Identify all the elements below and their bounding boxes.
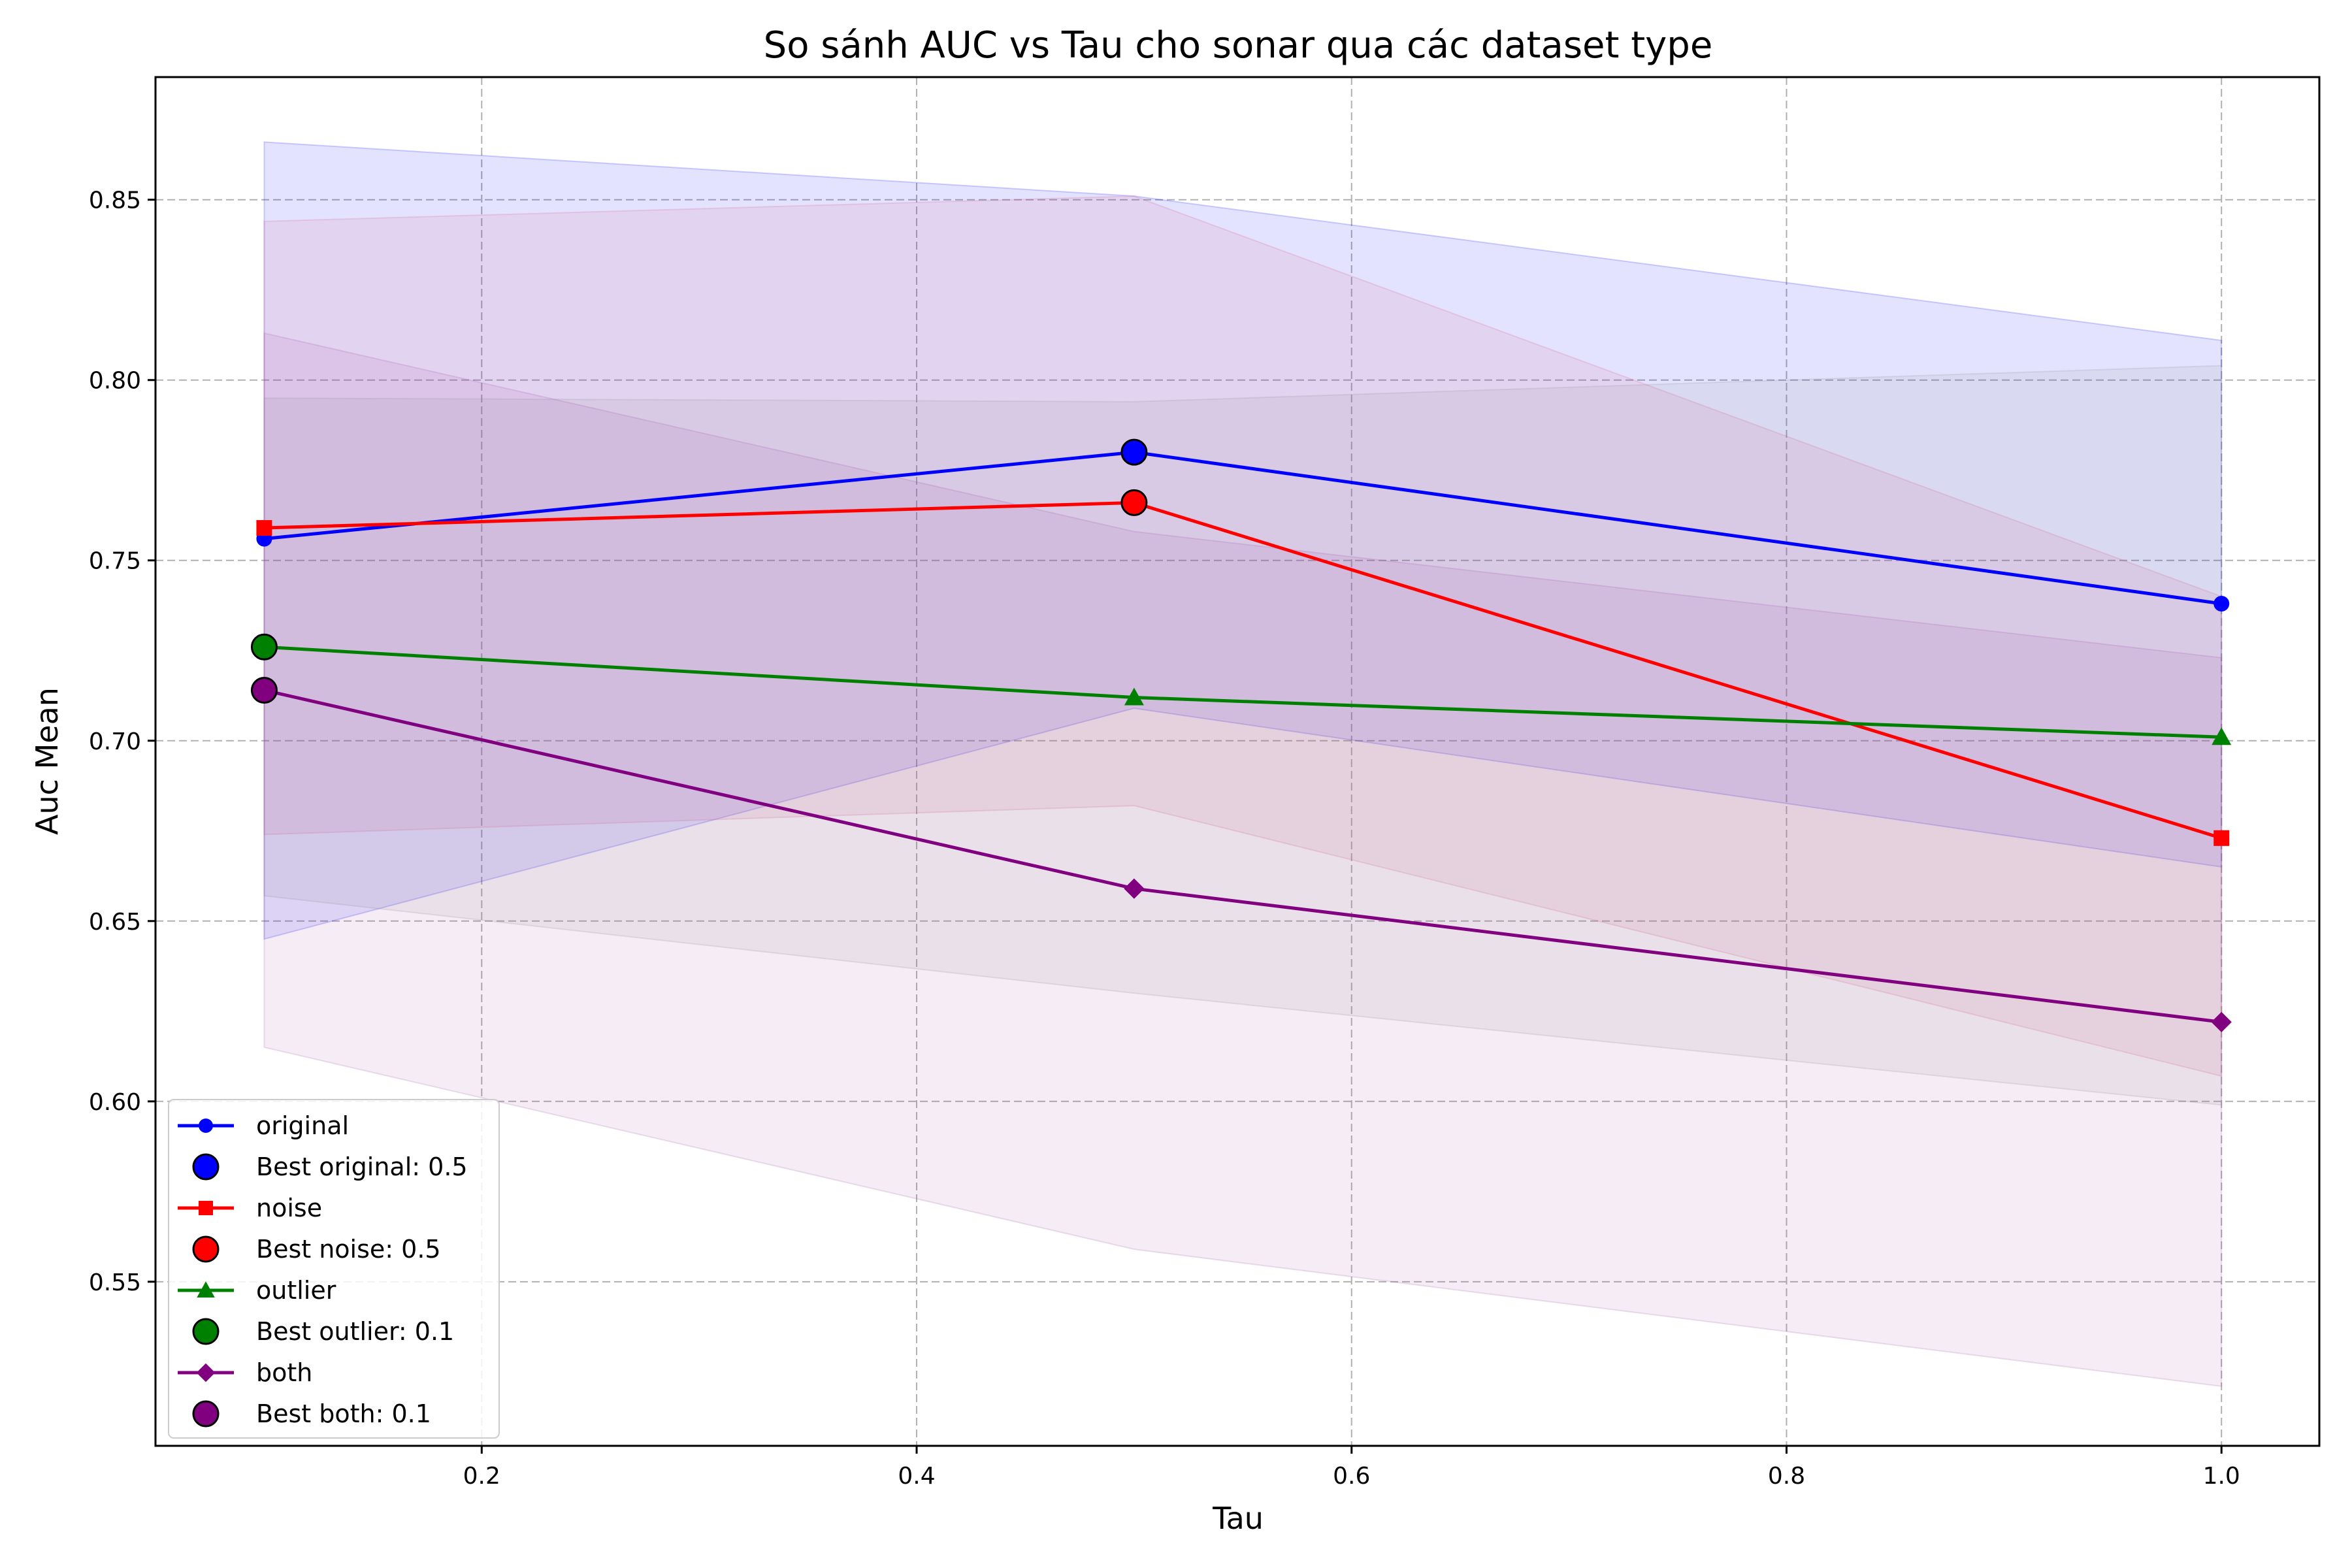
outlier-legend-label: outlier <box>256 1276 336 1305</box>
both-legend-label: both <box>256 1358 312 1387</box>
outlier-point <box>1124 687 1144 706</box>
noise-legend-marker <box>199 1201 213 1215</box>
noise-legend-best-marker <box>192 1235 220 1263</box>
y-tick-label: 0.55 <box>89 1269 141 1296</box>
y-tick-label: 0.70 <box>89 728 141 755</box>
both-legend-best-marker <box>192 1400 220 1428</box>
noise-legend-label: noise <box>256 1194 322 1222</box>
original-legend-best-marker <box>192 1153 220 1181</box>
both-point <box>2211 1011 2232 1032</box>
both-band <box>263 332 2223 1388</box>
outlier-band <box>263 365 2223 1106</box>
x-tick-label: 0.2 <box>463 1463 500 1490</box>
original-legend-best-label: Best original: 0.5 <box>256 1152 468 1181</box>
noise-band <box>263 195 2223 1077</box>
outlier-best-marker <box>250 633 278 661</box>
x-tick-label: 1.0 <box>2203 1463 2240 1490</box>
noise-legend-best-label: Best noise: 0.5 <box>256 1235 441 1264</box>
both-best-marker <box>250 676 278 704</box>
best-markers <box>250 438 1148 704</box>
noise-best-marker <box>1120 489 1148 516</box>
grid <box>155 77 2319 1446</box>
outlier-legend-best-label: Best outlier: 0.1 <box>256 1317 454 1346</box>
outlier-point <box>2212 727 2232 745</box>
y-tick-label: 0.75 <box>89 548 141 575</box>
legend: original Best original: 0.5 noise Best nois… <box>168 1099 500 1439</box>
both-legend-best-label: Best both: 0.1 <box>256 1399 431 1428</box>
original-legend-marker <box>199 1119 213 1133</box>
y-tick-label: 0.80 <box>89 368 141 395</box>
outlier-legend-marker <box>197 1281 215 1298</box>
outlier-legend-best-marker <box>192 1318 220 1345</box>
x-tick-label: 0.4 <box>898 1463 935 1490</box>
original-point <box>2213 595 2230 612</box>
legend-box <box>168 1099 500 1439</box>
x-tick-label: 0.6 <box>1333 1463 1370 1490</box>
y-tick-label: 0.65 <box>89 909 141 936</box>
y-tick-label: 0.60 <box>89 1089 141 1116</box>
x-tick-label: 0.8 <box>1768 1463 1805 1490</box>
y-tick-label: 0.85 <box>89 188 141 214</box>
confidence-bands <box>263 141 2223 1388</box>
chart-title: So sánh AUC vs Tau cho sonar qua các dat… <box>764 24 1713 67</box>
noise-point <box>2213 830 2230 846</box>
both-legend-marker <box>196 1363 216 1382</box>
original-band <box>263 141 2223 940</box>
noise-point <box>256 520 272 536</box>
y-axis-label: Auc Mean <box>29 687 65 835</box>
original-legend-label: original <box>256 1111 349 1140</box>
both-point <box>1124 878 1145 899</box>
plot-frame <box>154 76 2321 1447</box>
axis-ticks: 0.2 0.4 0.6 0.8 1.0 0.55 0.60 0.65 0.70 0.75 0.80 0… <box>89 188 2240 1490</box>
original-best-marker <box>1120 438 1148 466</box>
x-axis-label: Tau <box>1212 1501 1264 1536</box>
